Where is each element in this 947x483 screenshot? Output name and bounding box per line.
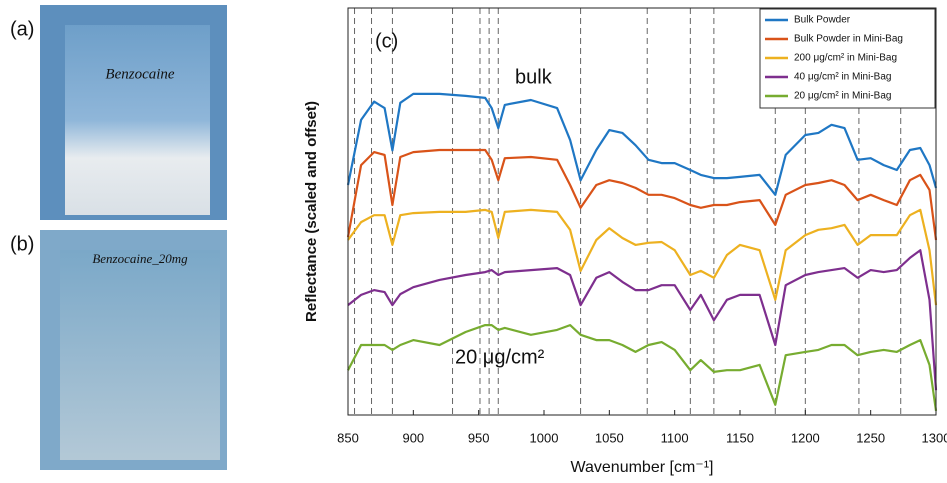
series-line [346,92,938,196]
x-tick-label: 1250 [856,430,885,445]
bag-label: Benzocaine [105,66,174,82]
x-tick-label: 1150 [726,430,754,445]
panel-label: (b) [10,233,34,255]
panel-label: (a) [10,18,34,40]
series-line [347,249,938,391]
x-tick-label: 1200 [791,430,820,445]
bag [60,250,220,460]
x-tick-label: 900 [402,430,424,445]
legend-label: 40 μg/cm² in Mini-Bag [794,72,891,83]
x-tick-label: 1050 [595,430,624,445]
y-axis-label: Reflectance (scaled and offset) [303,101,320,322]
legend-label: Bulk Powder [794,15,851,26]
bag [65,25,210,215]
legend-label: 200 μg/cm² in Mini-Bag [794,53,897,64]
legend-label: 20 μg/cm² in Mini-Bag [794,91,891,102]
series-line [347,324,938,412]
legend-label: Bulk Powder in Mini-Bag [794,34,903,45]
annotation: 20 μg/cm² [455,346,545,368]
x-tick-label: 950 [468,430,490,445]
bag-label: Benzocaine_20mg [92,251,188,266]
x-tick-label: 1000 [530,430,559,445]
plot-frame [347,7,937,416]
series-line [347,208,938,306]
chart: 850 900 950 1000 1050 1100 1150 1200 1250 1300 Wav… [303,7,947,476]
x-axis-label: Wavenumber [cm⁻¹] [571,459,714,476]
x-tick-label: 1100 [661,430,689,445]
x-tick-label: 1300 [922,430,947,445]
series-line [346,148,938,241]
x-tick-label: 850 [337,430,359,445]
legend [759,8,936,109]
annotation: (c) [375,30,398,52]
annotation: bulk [515,66,553,88]
